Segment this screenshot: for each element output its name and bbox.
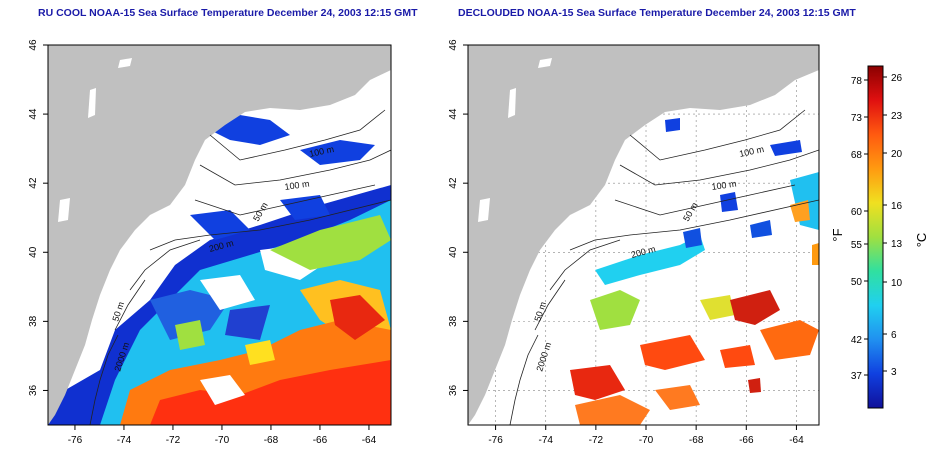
left-sst-field [48, 75, 391, 425]
lon-tick-label: -64 [789, 435, 804, 446]
lat-tick-label: 44 [28, 108, 39, 120]
right-sst-field [570, 118, 819, 425]
lat-tick-label: 36 [28, 384, 39, 396]
lon-tick-label: -64 [362, 435, 377, 446]
lon-tick-label: -74 [538, 435, 553, 446]
colorbar-f-tick-label: 78 [851, 76, 863, 87]
colorbar-c-tick-label: 10 [891, 278, 903, 289]
colorbar-f-tick-label: 42 [851, 335, 863, 346]
lat-tick-label: 42 [448, 177, 459, 189]
lat-tick-label: 40 [448, 246, 459, 258]
contour-label: 100 m [284, 179, 310, 192]
colorbar-c-tick-label: 26 [891, 73, 903, 84]
colorbar-ticks: 78 73 68 60 55 50 42 37 26 23 20 16 13 10 6 3 [851, 73, 903, 382]
lon-tick-label: -70 [215, 435, 230, 446]
lon-tick-label: -76 [68, 435, 83, 446]
lat-tick-label: 42 [28, 177, 39, 189]
colorbar-f-tick-label: 68 [851, 150, 863, 161]
lon-tick-label: -66 [739, 435, 754, 446]
right-map-frame [467, 44, 820, 426]
right-axes: -76 -74 -72 -70 -68 -66 -64 46 44 42 40 38 36 [448, 39, 804, 446]
lon-tick-label: -68 [689, 435, 704, 446]
lat-tick-label: 46 [28, 39, 39, 51]
colorbar-unit-c: °C [914, 233, 929, 248]
lat-tick-label: 46 [448, 39, 459, 51]
lat-tick-label: 38 [448, 315, 459, 327]
colorbar-c-tick-label: 3 [891, 367, 897, 378]
lon-tick-label: -72 [589, 435, 604, 446]
lat-tick-label: 36 [448, 384, 459, 396]
colorbar: 78 73 68 60 55 50 42 37 26 23 20 16 13 10 6 3 °F °C [830, 65, 929, 409]
lon-tick-label: -70 [639, 435, 654, 446]
right-bathymetry-contours [509, 109, 819, 425]
colorbar-f-tick-label: 37 [851, 371, 863, 382]
colorbar-gradient [867, 65, 884, 409]
lon-tick-label: -66 [313, 435, 328, 446]
left-map-title: RU COOL NOAA-15 Sea Surface Temperature … [38, 7, 418, 19]
lat-tick-label: 44 [448, 108, 459, 120]
colorbar-unit-f: °F [830, 228, 845, 241]
right-map-panel: 100 m 100 m 50 m 200 m 50 m 2000 m -76 -7… [448, 39, 820, 446]
lon-tick-label: -74 [117, 435, 132, 446]
colorbar-f-tick-label: 73 [851, 113, 863, 124]
colorbar-c-tick-label: 23 [891, 111, 903, 122]
colorbar-f-tick-label: 50 [851, 277, 863, 288]
right-landmass [468, 45, 819, 425]
lat-tick-label: 38 [28, 315, 39, 327]
lat-tick-label: 40 [28, 246, 39, 258]
right-map-title: DECLOUDED NOAA-15 Sea Surface Temperatur… [458, 7, 856, 19]
colorbar-c-tick-label: 16 [891, 201, 903, 212]
left-map-frame [47, 44, 392, 426]
lon-tick-label: -68 [264, 435, 279, 446]
colorbar-c-tick-label: 20 [891, 149, 903, 160]
left-map-panel: 100 m 100 m 50 m 200 m 50 m 2000 m -76 -7… [28, 39, 392, 446]
contour-label: 100 m [711, 179, 737, 192]
left-axes: -76 -74 -72 -70 -68 -66 -64 46 44 42 40 38 36 [28, 39, 377, 446]
colorbar-f-tick-label: 60 [851, 207, 863, 218]
colorbar-f-tick-label: 55 [851, 240, 863, 251]
lon-tick-label: -72 [166, 435, 181, 446]
colorbar-c-tick-label: 13 [891, 239, 903, 250]
left-landmass [48, 45, 391, 425]
left-bathymetry-contours [89, 109, 391, 425]
colorbar-c-tick-label: 6 [891, 330, 897, 341]
lon-tick-label: -76 [488, 435, 503, 446]
